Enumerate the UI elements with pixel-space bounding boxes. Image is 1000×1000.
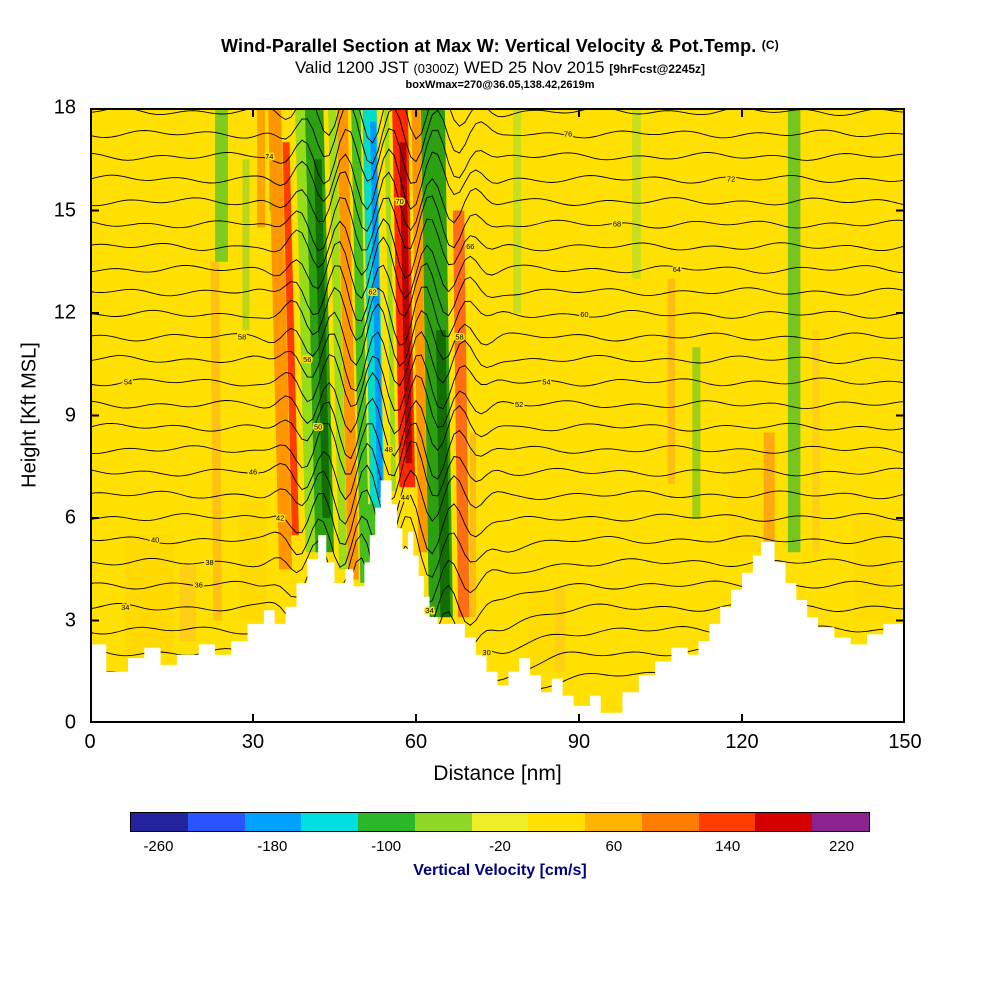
colorbar-segment	[528, 813, 586, 831]
svg-text:46: 46	[249, 468, 257, 477]
colorbar-segment	[471, 813, 529, 831]
colorbar	[130, 812, 870, 832]
svg-text:34: 34	[425, 606, 433, 615]
x-tick-label: 90	[567, 731, 591, 753]
svg-text:50: 50	[314, 423, 322, 432]
svg-text:66: 66	[466, 242, 474, 251]
colorbar-segment	[358, 813, 415, 831]
x-axis-ticks: 0 30 60 90 120 150	[0, 731, 1000, 757]
chart-title-unit: (C)	[761, 38, 779, 52]
subtitle-utc: (0300Z)	[413, 61, 459, 76]
svg-text:58: 58	[455, 332, 463, 341]
svg-text:44: 44	[401, 493, 409, 502]
svg-text:74: 74	[265, 152, 273, 161]
svg-text:34: 34	[121, 603, 129, 612]
chart-subtitle: Valid 1200 JST (0300Z) WED 25 Nov 2015 […	[0, 58, 1000, 78]
svg-text:48: 48	[385, 445, 393, 454]
colorbar-segment	[301, 813, 359, 831]
colorbar-tick-label: -180	[257, 838, 288, 855]
svg-text:36: 36	[195, 581, 203, 590]
svg-text:40: 40	[151, 535, 159, 544]
svg-text:54: 54	[124, 378, 132, 387]
colorbar-tick-label: 60	[605, 838, 623, 855]
subtitle-date: WED 25 Nov 2015	[463, 58, 605, 77]
subtitle-fcst: [9hrFcst@2245z]	[609, 62, 705, 76]
x-axis-label: Distance [nm]	[433, 762, 562, 785]
y-tick-label: 18	[53, 96, 76, 119]
svg-text:56: 56	[303, 355, 311, 364]
y-tick-label: 6	[64, 506, 76, 529]
colorbar-label: Vertical Velocity [cm/s]	[413, 862, 587, 879]
colorbar-tick-labels: -260 -180 -100 -20 60 140 220	[130, 838, 870, 858]
chart-title-text: Wind-Parallel Section at Max W: Vertical…	[221, 36, 757, 56]
svg-text:30: 30	[482, 648, 490, 657]
svg-text:58: 58	[238, 332, 246, 341]
colorbar-segment	[585, 813, 642, 831]
contour-labels: 30 34 34 36 38 40 42 44 46 48 50 52 54 54 56 58 58 60 62 64…	[120, 128, 737, 659]
svg-text:70: 70	[396, 197, 404, 206]
colorbar-tick-label: -100	[371, 838, 402, 855]
subtitle-valid: Valid 1200 JST	[294, 58, 409, 77]
plot-area: 30 34 34 36 38 40 42 44 46 48 50 52 54 54 56 58 58 60 62 64…	[90, 108, 905, 723]
colorbar-segment	[698, 813, 756, 831]
colorbar-segment	[755, 813, 813, 831]
colorbar-segment	[812, 813, 869, 831]
svg-text:62: 62	[368, 287, 376, 296]
colorbar-segment	[131, 813, 188, 831]
chart-annotation: boxWmax=270@36.05,138.42,2619m	[405, 79, 595, 91]
colorbar-segment	[244, 813, 302, 831]
svg-text:42: 42	[276, 514, 284, 523]
svg-text:64: 64	[673, 265, 681, 274]
x-tick-label: 150	[888, 731, 922, 753]
colorbar-segment	[414, 813, 472, 831]
colorbar-tick-label: 140	[715, 838, 741, 855]
colorbar-tick-label: -260	[143, 838, 174, 855]
y-tick-label: 12	[53, 301, 76, 324]
colorbar-segment	[187, 813, 245, 831]
y-tick-label: 3	[64, 609, 76, 631]
x-tick-label: 120	[725, 731, 759, 753]
y-axis-ticks: 0 3 6 9 12 15 18	[0, 0, 82, 760]
colorbar-tick-label: -20	[489, 838, 511, 855]
chart-title: Wind-Parallel Section at Max W: Vertical…	[0, 36, 1000, 57]
colorbar-tick-label: 220	[829, 838, 855, 855]
svg-text:54: 54	[542, 378, 550, 387]
terrain-silhouette	[90, 480, 905, 723]
svg-text:38: 38	[205, 558, 213, 567]
svg-text:52: 52	[515, 400, 523, 409]
x-tick-label: 0	[84, 731, 96, 753]
y-tick-label: 0	[64, 711, 76, 734]
y-tick-label: 15	[53, 199, 76, 221]
x-tick-label: 30	[241, 731, 265, 753]
svg-text:68: 68	[613, 220, 621, 229]
svg-text:72: 72	[727, 175, 735, 184]
colorbar-segment	[641, 813, 699, 831]
svg-text:60: 60	[580, 310, 588, 319]
svg-text:76: 76	[564, 130, 572, 139]
x-tick-label: 60	[404, 731, 428, 753]
y-tick-label: 9	[64, 404, 76, 426]
plot-frame	[90, 108, 905, 723]
